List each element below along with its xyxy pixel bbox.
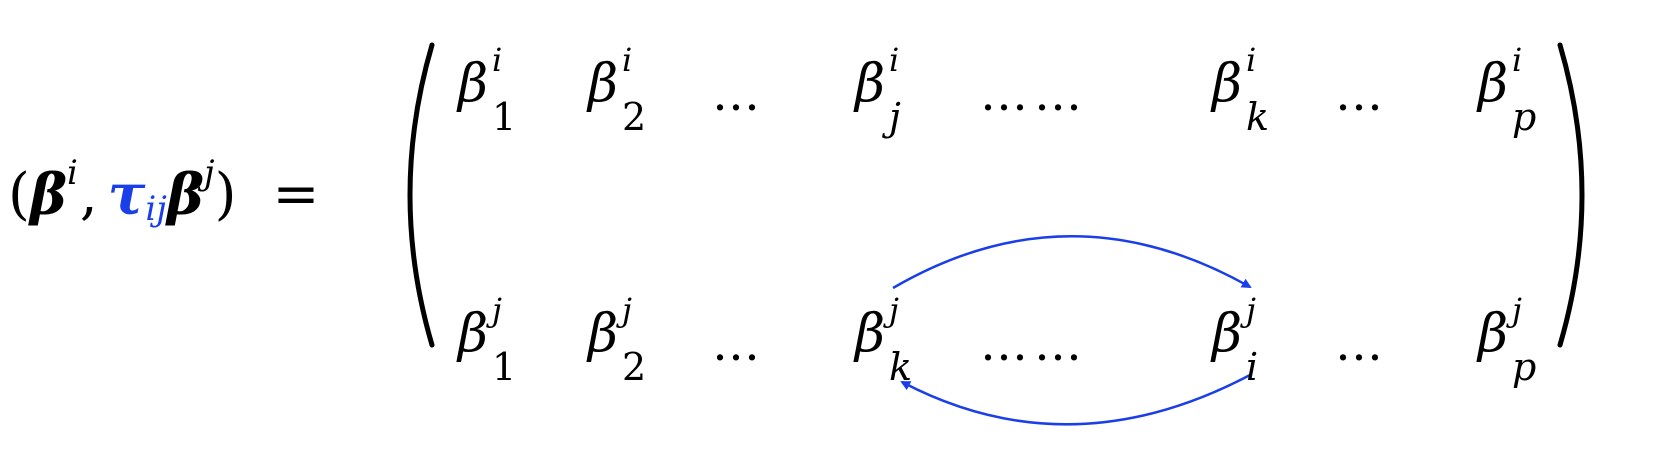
matrix-right-paren <box>1557 42 1585 348</box>
lhs-tau-sub: ij <box>145 189 167 229</box>
matrix-ellipsis-r2-b: …… <box>980 316 1088 372</box>
matrix-ellipsis-r2-c: … <box>1335 316 1389 372</box>
lhs-beta-i: β <box>29 162 68 228</box>
lhs-beta-j: β <box>166 162 205 228</box>
matrix-ellipsis-r1-c: … <box>1335 66 1389 122</box>
matrix-ellipsis-r1-a: … <box>712 66 766 122</box>
lhs-open-paren: ( <box>8 162 30 227</box>
swap-arrow-top <box>892 235 1252 290</box>
equals-sign: = <box>272 162 320 227</box>
lhs-comma: , <box>79 162 98 227</box>
matrix-ellipsis-r2-a: … <box>712 316 766 372</box>
matrix-left-paren <box>407 42 435 348</box>
lhs-sup-j: j <box>204 153 215 193</box>
lhs-tau: τ <box>107 162 146 228</box>
swap-arrow-bottom <box>900 373 1251 426</box>
lhs-close-paren: ) <box>214 162 237 227</box>
equation-lhs: ( β i , τ ij β j ) = <box>8 150 319 240</box>
matrix-ellipsis-r1-b: …… <box>980 66 1088 122</box>
lhs-sup-i: i <box>67 153 78 193</box>
